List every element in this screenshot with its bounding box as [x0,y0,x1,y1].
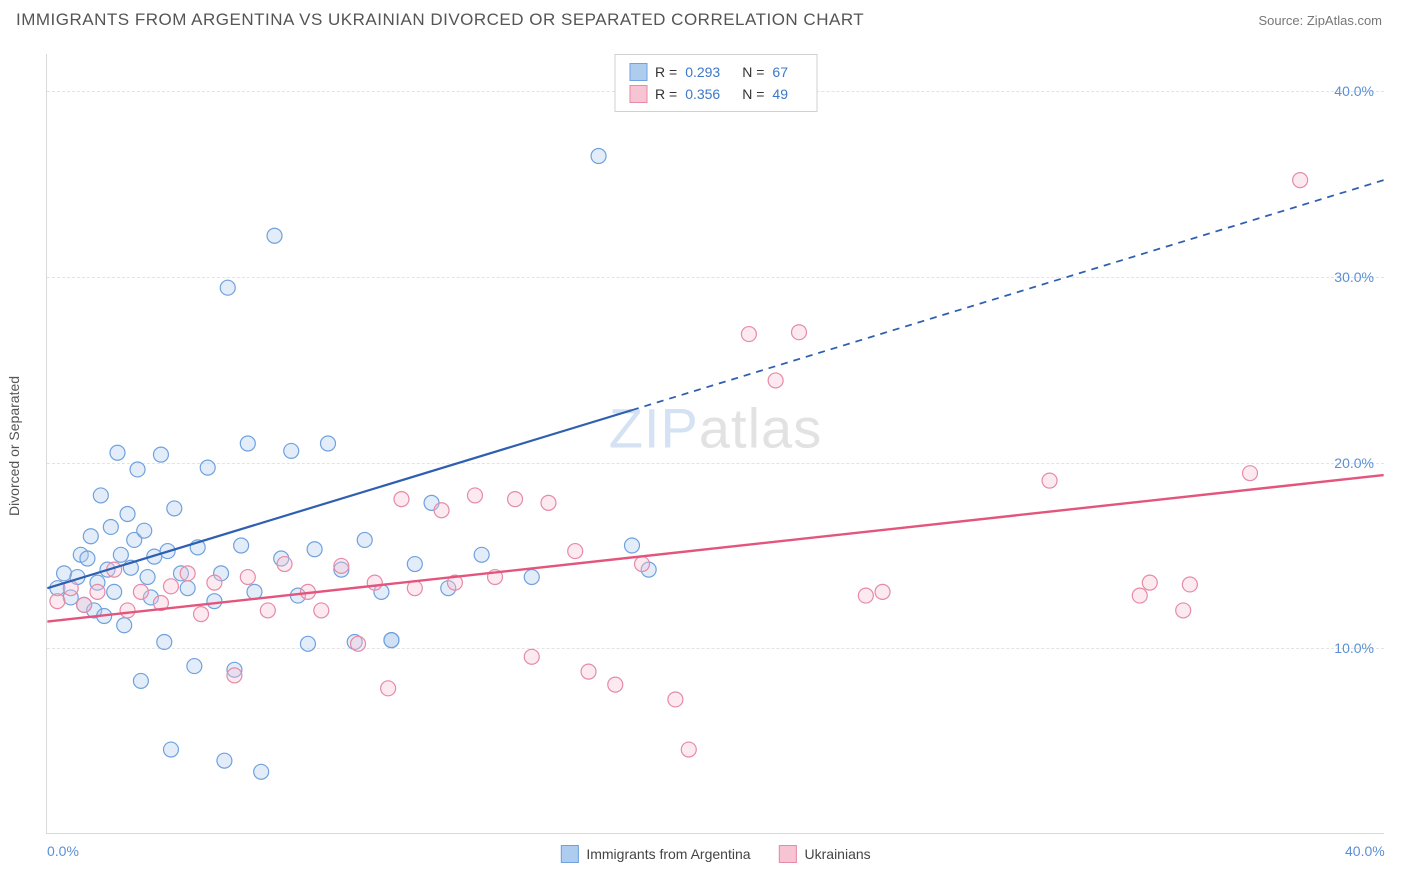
swatch-series1 [629,63,647,81]
x-tick-label: 40.0% [1345,843,1385,859]
legend-item-1: Immigrants from Argentina [560,845,750,863]
x-tick-label: 0.0% [47,843,79,859]
swatch-series1-icon [560,845,578,863]
chart-header: IMMIGRANTS FROM ARGENTINA VS UKRAINIAN D… [0,0,1406,34]
swatch-series2-icon [779,845,797,863]
swatch-series2 [629,85,647,103]
series-legend: Immigrants from Argentina Ukrainians [560,845,870,863]
legend-label-2: Ukrainians [805,846,871,862]
stats-row-2: R = 0.356 N = 49 [629,83,802,105]
legend-item-2: Ukrainians [779,845,871,863]
chart-title: IMMIGRANTS FROM ARGENTINA VS UKRAINIAN D… [16,10,864,30]
source-label: Source: ZipAtlas.com [1258,13,1382,28]
chart-area: ZIPatlas R = 0.293 N = 67 R = 0.356 N = … [46,54,1384,834]
stats-legend: R = 0.293 N = 67 R = 0.356 N = 49 [614,54,817,112]
legend-label-1: Immigrants from Argentina [586,846,750,862]
scatter-plot [47,54,1384,833]
y-axis-label: Divorced or Separated [6,376,22,516]
stats-row-1: R = 0.293 N = 67 [629,61,802,83]
